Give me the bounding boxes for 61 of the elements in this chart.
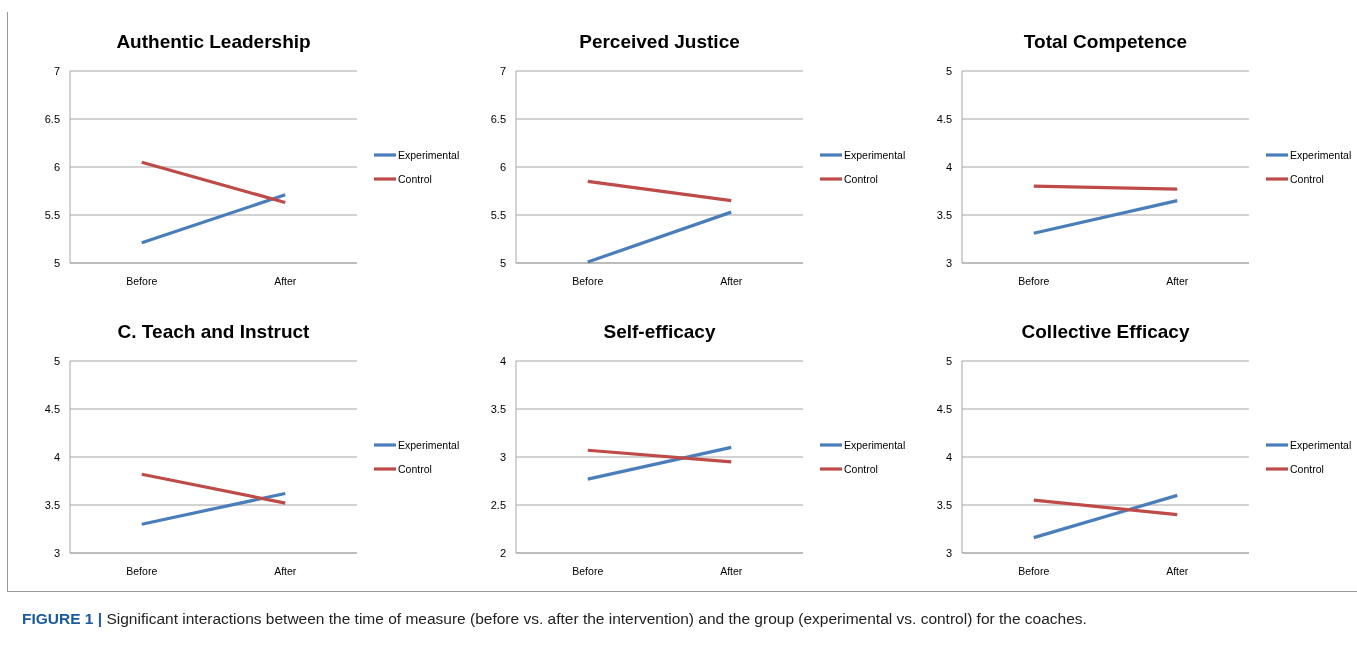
y-tick-label: 3 [945, 546, 952, 559]
y-tick-label: 6 [53, 160, 60, 173]
y-tick-label: 5.5 [490, 208, 506, 221]
y-tick-label: 3.5 [44, 498, 60, 511]
y-tick-label: 4 [945, 450, 952, 463]
y-tick-label: 4 [499, 354, 506, 367]
y-tick-label: 2 [499, 546, 506, 559]
y-tick-label: 5 [499, 256, 506, 269]
legend-label: Experimental [398, 148, 460, 161]
y-tick-label: 7 [53, 64, 60, 77]
x-tick-label: Before [126, 275, 158, 287]
y-tick-label: 7 [499, 64, 506, 77]
x-tick-label: After [720, 565, 743, 577]
chart-title: Total Competence [1023, 31, 1188, 52]
chart-title: Self-efficacy [603, 321, 716, 342]
y-tick-label: 3.5 [490, 402, 506, 415]
y-tick-label: 6 [499, 160, 506, 173]
x-tick-label: Before [1018, 275, 1050, 287]
x-tick-label: Before [572, 565, 604, 577]
y-tick-label: 5 [945, 64, 952, 77]
x-tick-label: Before [1018, 565, 1050, 577]
y-tick-label: 4.5 [936, 402, 952, 415]
y-tick-label: 4.5 [936, 112, 952, 125]
legend-label: Experimental [844, 148, 906, 161]
chart-title: Collective Efficacy [1021, 321, 1190, 342]
x-tick-label: After [1166, 565, 1189, 577]
y-tick-label: 5.5 [44, 208, 60, 221]
x-tick-label: After [1166, 275, 1189, 287]
legend-label: Experimental [844, 438, 906, 451]
y-tick-label: 4 [53, 450, 60, 463]
legend-label: Control [1290, 172, 1324, 185]
chart-title: Perceived Justice [579, 31, 740, 52]
legend-label: Control [1290, 462, 1324, 475]
y-tick-label: 3 [499, 450, 506, 463]
chart-title: C. Teach and Instruct [117, 321, 311, 342]
legend-label: Experimental [1290, 148, 1352, 161]
y-tick-label: 6.5 [44, 112, 60, 125]
legend-label: Control [398, 462, 432, 475]
legend-label: Control [398, 172, 432, 185]
y-tick-label: 3 [53, 546, 60, 559]
y-tick-label: 3.5 [936, 208, 952, 221]
y-tick-label: 3 [945, 256, 952, 269]
y-tick-label: 4 [945, 160, 952, 173]
y-tick-label: 3.5 [936, 498, 952, 511]
x-tick-label: After [274, 275, 297, 287]
legend-label: Control [844, 172, 878, 185]
x-tick-label: Before [572, 275, 604, 287]
chart-title: Authentic Leadership [116, 31, 311, 52]
y-tick-label: 5 [945, 354, 952, 367]
y-tick-label: 5 [53, 354, 60, 367]
legend-label: Experimental [1290, 438, 1352, 451]
x-tick-label: After [274, 565, 297, 577]
legend-label: Control [844, 462, 878, 475]
y-tick-label: 2.5 [490, 498, 506, 511]
y-tick-label: 6.5 [490, 112, 506, 125]
x-tick-label: Before [126, 565, 158, 577]
legend-label: Experimental [398, 438, 460, 451]
y-tick-label: 4.5 [44, 402, 60, 415]
x-tick-label: After [720, 275, 743, 287]
caption: FIGURE 1 | Significant interactions between the time of measure (before vs. after the intervention) and the group (experimental vs. control) for the coaches. [22, 610, 1087, 627]
y-tick-label: 5 [53, 256, 60, 269]
